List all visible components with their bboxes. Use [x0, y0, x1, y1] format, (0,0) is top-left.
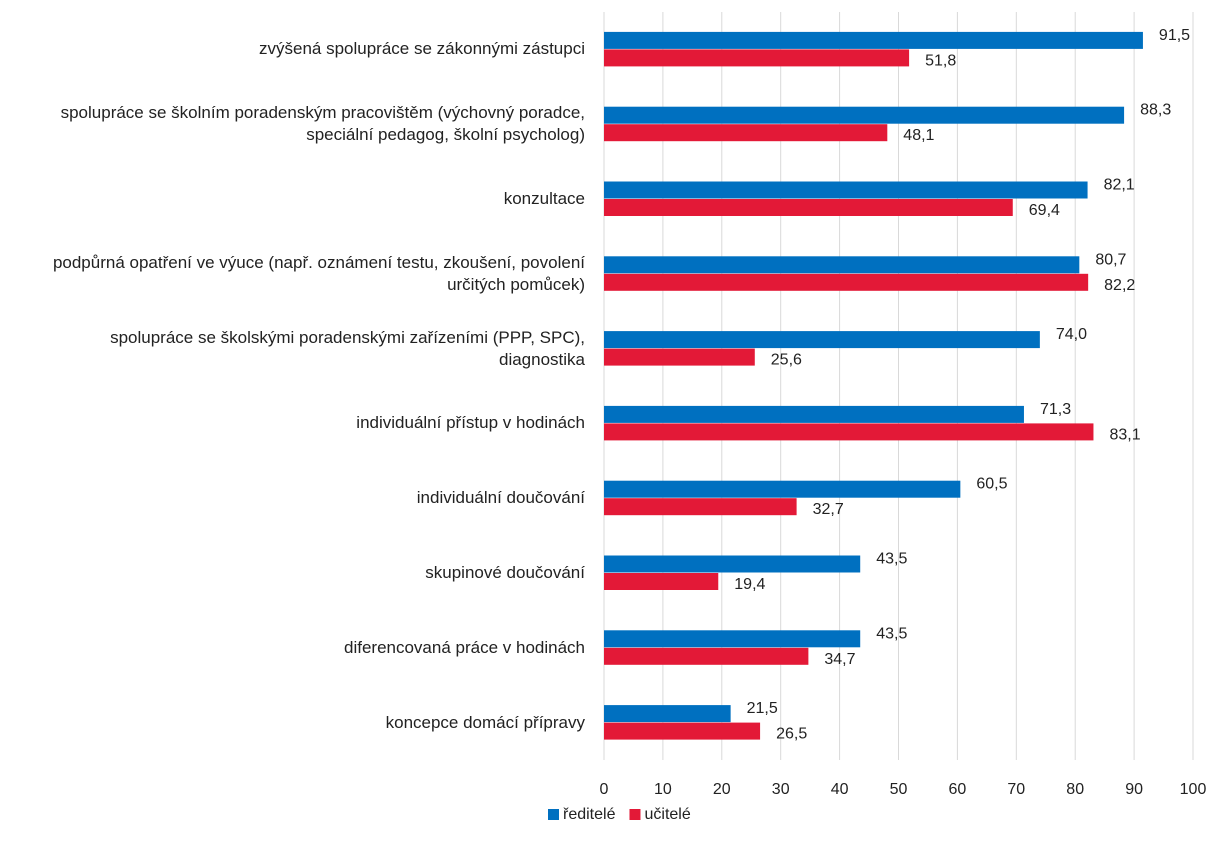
bar: [604, 256, 1080, 274]
bar: [604, 630, 861, 648]
x-tick-label: 100: [1180, 781, 1207, 798]
category-label: zvýšená spolupráce se zákonnými zástupci: [259, 39, 585, 59]
x-tick-label: 50: [890, 781, 908, 798]
bar: [604, 331, 1040, 349]
value-label: 82,2: [1104, 277, 1135, 294]
x-tick-label: 30: [772, 781, 790, 798]
value-label: 19,4: [734, 576, 765, 593]
value-label: 43,5: [876, 625, 907, 642]
category-label: skupinové doučování: [425, 563, 585, 582]
bar: [604, 31, 1143, 49]
bar: [604, 722, 761, 740]
bar: [604, 573, 719, 590]
value-label: 91,5: [1159, 27, 1190, 44]
bar: [604, 181, 1088, 199]
x-tick-label: 10: [654, 781, 672, 798]
value-label: 71,3: [1040, 401, 1071, 418]
value-label: 80,7: [1095, 251, 1126, 268]
category-label: diferencovaná práce v hodinách: [344, 637, 585, 657]
bar: [604, 199, 1013, 216]
value-label: 60,5: [976, 476, 1007, 493]
value-label: 48,1: [903, 127, 934, 144]
x-tick-label: 70: [1007, 781, 1025, 798]
bar: [604, 705, 731, 723]
value-label: 88,3: [1140, 102, 1171, 119]
category-label: individuální doučování: [416, 488, 585, 508]
bar: [604, 348, 755, 366]
legend-swatch: [629, 809, 641, 820]
legend-label: ředitelé: [563, 806, 616, 823]
bar: [604, 124, 888, 142]
x-tick-label: 90: [1125, 781, 1143, 798]
x-tick-label: 20: [713, 781, 731, 798]
value-label: 21,5: [747, 700, 778, 717]
category-label: koncepce domácí přípravy: [385, 712, 585, 732]
bar: [604, 555, 861, 573]
x-tick-label: 0: [600, 781, 609, 798]
value-label: 43,5: [876, 550, 907, 567]
value-label: 83,1: [1109, 426, 1140, 443]
value-label: 74,0: [1056, 326, 1087, 343]
bar: [604, 498, 797, 516]
value-label: 25,6: [771, 352, 802, 369]
value-label: 26,5: [776, 726, 807, 743]
value-label: 51,8: [925, 52, 956, 69]
value-label: 34,7: [824, 651, 855, 668]
legend-label: učitelé: [644, 806, 690, 823]
bar: [604, 647, 809, 665]
x-tick-label: 40: [831, 781, 849, 798]
bar: [604, 405, 1024, 423]
x-tick-label: 80: [1066, 781, 1084, 798]
category-label: individuální přístup v hodinách: [356, 413, 585, 433]
bar: [604, 273, 1089, 291]
value-label: 82,1: [1104, 176, 1135, 193]
category-label: spolupráce se školním poradenským pracov…: [60, 103, 585, 145]
bar: [604, 49, 910, 67]
bar: [604, 480, 961, 498]
category-label: spolupráce se školskými poradenskými zař…: [110, 327, 585, 369]
bar: [604, 106, 1125, 124]
category-label: konzultace: [503, 189, 585, 208]
legend-swatch: [548, 809, 559, 820]
bar: [604, 423, 1094, 441]
category-label: podpůrná opatření ve výuce (např. oznáme…: [52, 252, 585, 294]
x-tick-label: 60: [949, 781, 967, 798]
value-label: 69,4: [1029, 202, 1060, 219]
value-label: 32,7: [813, 501, 844, 518]
